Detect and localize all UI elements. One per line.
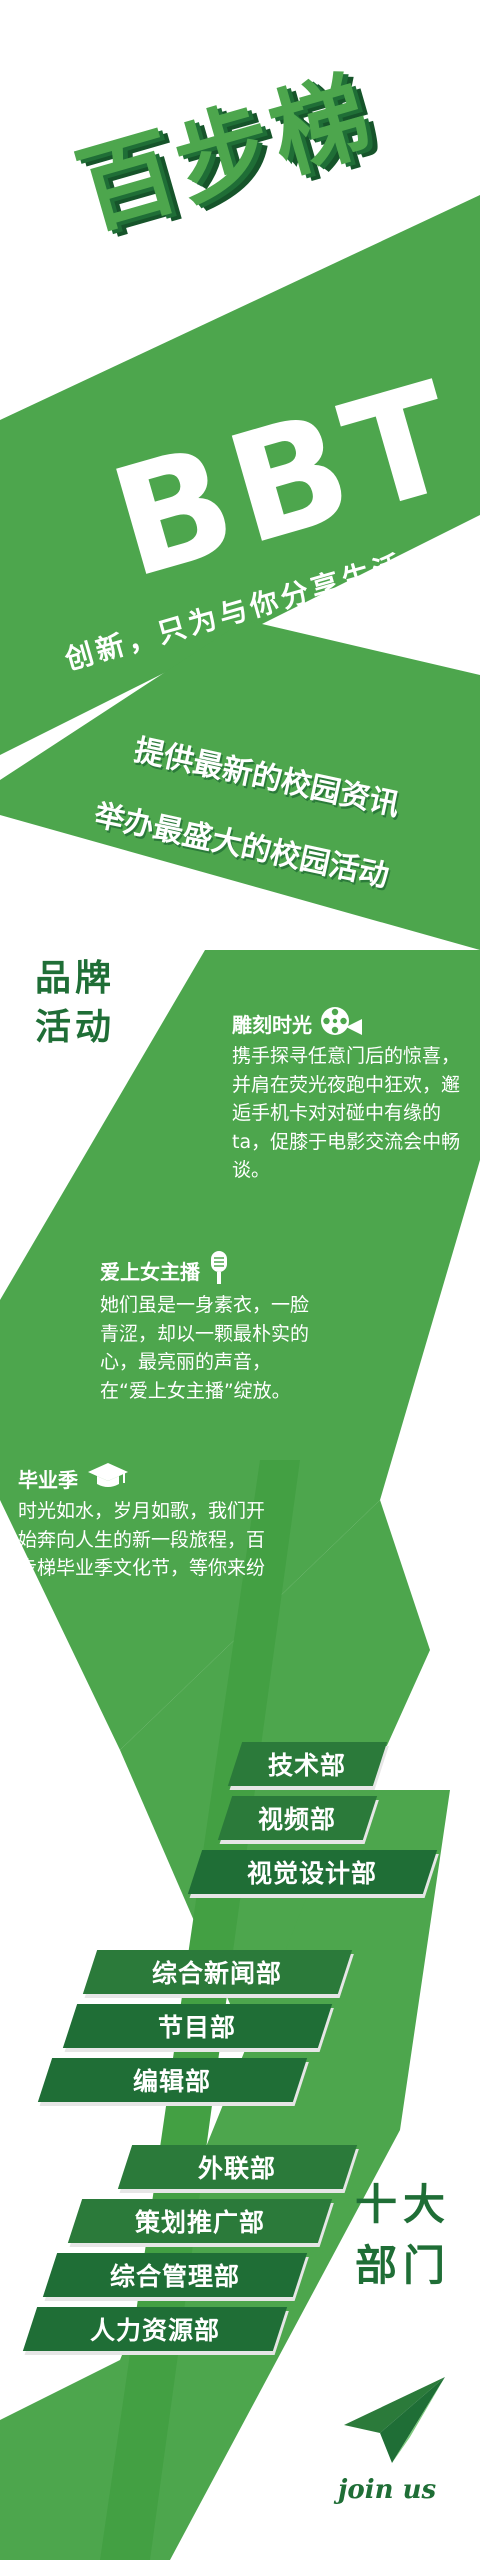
activity-card-nvzhubo: 爱上女主播 她们虽是一身素衣，一脸青涩，却以一颗最朴实的心，最亮丽的声音，在“爱… bbox=[100, 1250, 315, 1405]
activities-heading: 品牌 活动 bbox=[35, 955, 115, 1052]
paper-plane-icon bbox=[340, 2375, 450, 2469]
activity-title: 毕业季 bbox=[18, 1460, 268, 1497]
department-editorial: 编辑部 bbox=[37, 2058, 308, 2102]
department-program: 节目部 bbox=[62, 2004, 333, 2048]
department-planning: 策划推广部 bbox=[67, 2199, 333, 2243]
mission-band bbox=[0, 620, 480, 950]
department-video: 视频部 bbox=[217, 1796, 378, 1840]
department-news: 综合新闻部 bbox=[82, 1950, 353, 1994]
departments-heading-line-2: 部门 bbox=[355, 2240, 452, 2290]
departments-heading-line-1: 十大 bbox=[355, 2180, 452, 2229]
activity-description: 时光如水，岁月如歌，我们开始奔向人生的新一段旅程，百步梯毕业季文化节，等你来纷呈… bbox=[18, 1500, 266, 1608]
activities-heading-line-1: 品牌 bbox=[35, 958, 116, 999]
activity-description: 携手探寻任意门后的惊喜，并肩在荧光夜跑中狂欢，邂逅手机卡对对碰中有缘的ta，促膝… bbox=[232, 1045, 461, 1181]
graduation-cap-icon bbox=[86, 1460, 130, 1497]
activity-card-diaoke: 雕刻时光 携手探寻任意门后的惊喜，并肩在荧光夜跑中狂欢，邂逅手机卡对对碰中有缘的… bbox=[232, 1005, 472, 1185]
join-us-link[interactable]: join us bbox=[338, 2475, 437, 2505]
department-tech: 技术部 bbox=[227, 1742, 388, 1786]
brand-band bbox=[0, 195, 480, 755]
activities-shape bbox=[0, 950, 480, 1750]
activity-card-biyeji: 毕业季 时光如水，岁月如歌，我们开始奔向人生的新一段旅程，百步梯毕业季文化节，等… bbox=[18, 1460, 268, 1611]
film-reel-icon bbox=[320, 1005, 364, 1042]
department-administration: 综合管理部 bbox=[42, 2253, 308, 2297]
activity-title: 雕刻时光 bbox=[232, 1005, 472, 1042]
activity-description: 她们虽是一身素衣，一脸青涩，却以一颗最朴实的心，最亮丽的声音，在“爱上女主播”绽… bbox=[100, 1294, 310, 1402]
activities-heading-line-2: 活动 bbox=[35, 1006, 116, 1048]
departments-heading: 十大 部门 bbox=[355, 2175, 451, 2297]
department-visual-design: 视觉设计部 bbox=[187, 1850, 438, 1894]
microphone-icon bbox=[208, 1250, 230, 1291]
department-external: 外联部 bbox=[117, 2145, 358, 2189]
department-hr: 人力资源部 bbox=[22, 2307, 288, 2351]
activity-title: 爱上女主播 bbox=[100, 1250, 315, 1291]
